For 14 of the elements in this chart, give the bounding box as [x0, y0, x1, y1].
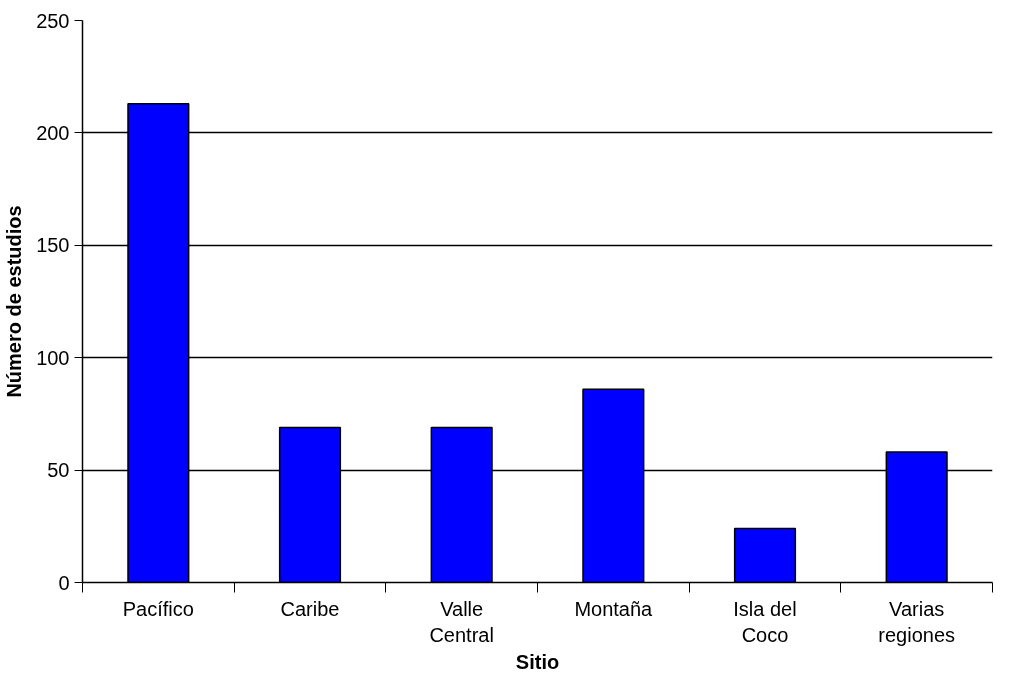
- y-tick-label: 150: [36, 234, 70, 257]
- x-tick-label: Caribe: [280, 597, 340, 620]
- y-tick-label: 50: [47, 459, 70, 482]
- x-tick-label: Montaña: [574, 597, 654, 620]
- y-axis-title: Número de estudios: [3, 205, 26, 398]
- x-tick-label: Valle Central: [429, 597, 494, 646]
- y-tick-label: 0: [58, 571, 70, 594]
- x-tick-label: Isla del Coco: [733, 597, 797, 646]
- x-tick-label: Pacífico: [122, 597, 194, 620]
- y-tick-label: 250: [36, 9, 70, 32]
- y-tick-label: 100: [36, 346, 70, 369]
- y-tick-label: 200: [36, 121, 70, 144]
- x-tick-label: Varias regiones: [878, 597, 956, 646]
- x-axis-title: Sitio: [515, 650, 560, 673]
